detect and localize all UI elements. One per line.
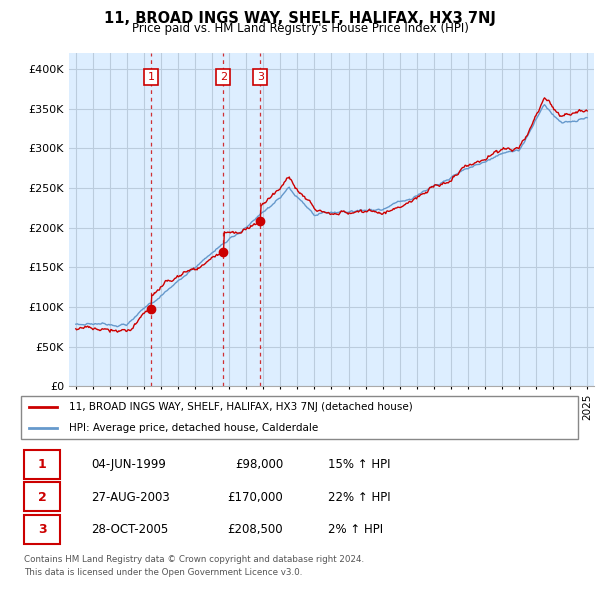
Text: 04-JUN-1999: 04-JUN-1999: [91, 458, 166, 471]
Text: 11, BROAD INGS WAY, SHELF, HALIFAX, HX3 7NJ: 11, BROAD INGS WAY, SHELF, HALIFAX, HX3 …: [104, 11, 496, 25]
Text: Price paid vs. HM Land Registry's House Price Index (HPI): Price paid vs. HM Land Registry's House …: [131, 22, 469, 35]
Text: 11, BROAD INGS WAY, SHELF, HALIFAX, HX3 7NJ (detached house): 11, BROAD INGS WAY, SHELF, HALIFAX, HX3 …: [69, 402, 413, 412]
Text: 27-AUG-2003: 27-AUG-2003: [91, 490, 170, 504]
Text: 3: 3: [257, 72, 264, 82]
Text: 15% ↑ HPI: 15% ↑ HPI: [328, 458, 391, 471]
Text: £208,500: £208,500: [227, 523, 283, 536]
Text: £170,000: £170,000: [227, 490, 283, 504]
Text: 28-OCT-2005: 28-OCT-2005: [91, 523, 169, 536]
Text: HPI: Average price, detached house, Calderdale: HPI: Average price, detached house, Cald…: [69, 422, 318, 432]
Text: 2% ↑ HPI: 2% ↑ HPI: [328, 523, 383, 536]
Text: 2: 2: [220, 72, 227, 82]
Text: £98,000: £98,000: [235, 458, 283, 471]
Text: 1: 1: [148, 72, 155, 82]
FancyBboxPatch shape: [21, 396, 578, 439]
FancyBboxPatch shape: [23, 483, 60, 512]
Text: 22% ↑ HPI: 22% ↑ HPI: [328, 490, 391, 504]
Text: Contains HM Land Registry data © Crown copyright and database right 2024.: Contains HM Land Registry data © Crown c…: [24, 555, 364, 563]
Text: 1: 1: [38, 458, 47, 471]
Text: 3: 3: [38, 523, 47, 536]
FancyBboxPatch shape: [23, 450, 60, 478]
FancyBboxPatch shape: [23, 515, 60, 544]
Text: 2: 2: [38, 490, 47, 504]
Text: This data is licensed under the Open Government Licence v3.0.: This data is licensed under the Open Gov…: [24, 568, 302, 576]
